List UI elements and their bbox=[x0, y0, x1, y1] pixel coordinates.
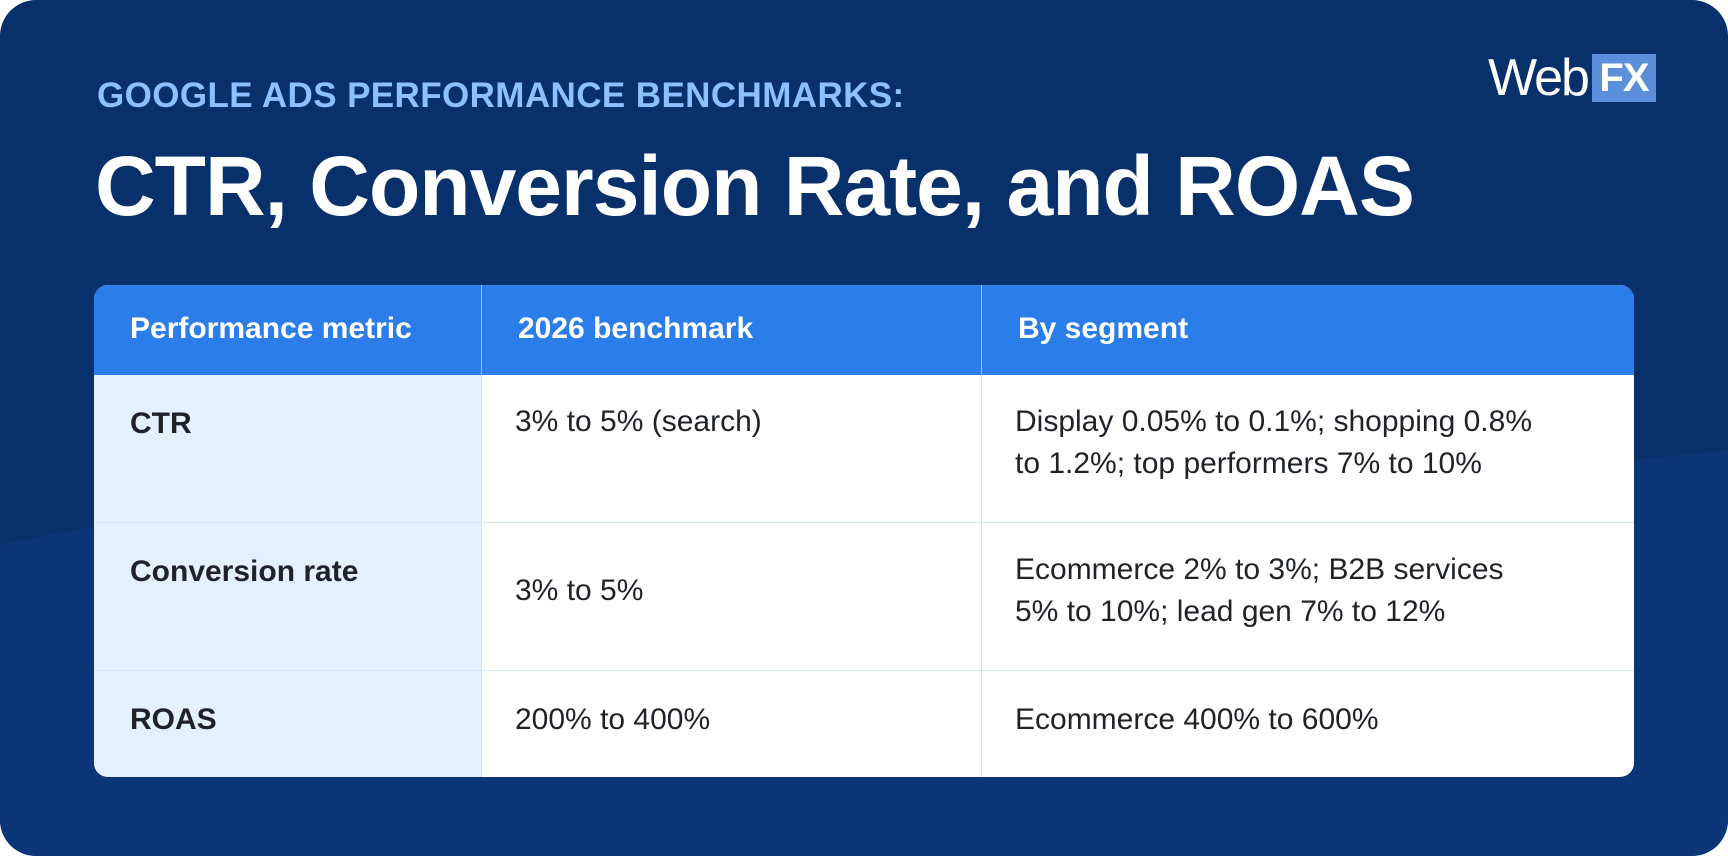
table-row: CTR 3% to 5% (search) Display 0.05% to 0… bbox=[94, 375, 1634, 523]
metric-cell: CTR bbox=[94, 375, 481, 522]
segment-cell: Ecommerce 2% to 3%; B2B services 5% to 1… bbox=[981, 523, 1634, 670]
eyebrow-title: GOOGLE ADS PERFORMANCE BENCHMARKS: bbox=[97, 76, 905, 115]
segment-line-2: 5% to 10%; lead gen 7% to 12% bbox=[1015, 595, 1446, 628]
header-label-metric: Performance metric bbox=[130, 312, 412, 345]
logo-fx-box: FX bbox=[1591, 54, 1656, 102]
header-cell-benchmark: 2026 benchmark bbox=[481, 285, 981, 375]
header-cell-metric: Performance metric bbox=[94, 285, 481, 375]
benchmark-cell: 200% to 400% bbox=[481, 671, 981, 777]
benchmark-value: 3% to 5% bbox=[515, 574, 644, 607]
metric-label: Conversion rate bbox=[130, 555, 359, 588]
header-label-segment: By segment bbox=[1018, 312, 1189, 345]
segment-line-1: Ecommerce 2% to 3%; B2B services bbox=[1015, 553, 1504, 586]
benchmark-value: 3% to 5% (search) bbox=[515, 405, 762, 438]
segment-cell: Display 0.05% to 0.1%; shopping 0.8% to … bbox=[981, 375, 1634, 522]
table-row: Conversion rate 3% to 5% Ecommerce 2% to… bbox=[94, 523, 1634, 671]
header-cell-segment: By segment bbox=[981, 285, 1634, 375]
metric-label: CTR bbox=[130, 407, 192, 440]
table-header-row: Performance metric 2026 benchmark By seg… bbox=[94, 285, 1634, 375]
metric-cell: ROAS bbox=[94, 671, 481, 777]
segment-cell: Ecommerce 400% to 600% bbox=[981, 671, 1634, 777]
benchmark-value: 200% to 400% bbox=[515, 703, 711, 736]
segment-line-1: Ecommerce 400% to 600% bbox=[1015, 703, 1379, 736]
segment-line-1: Display 0.05% to 0.1%; shopping 0.8% bbox=[1015, 405, 1532, 438]
benchmark-table: Performance metric 2026 benchmark By seg… bbox=[94, 285, 1634, 777]
segment-value: Display 0.05% to 0.1%; shopping 0.8% to … bbox=[1015, 401, 1532, 485]
segment-value: Ecommerce 400% to 600% bbox=[1015, 699, 1379, 741]
header-label-benchmark: 2026 benchmark bbox=[518, 312, 754, 345]
benchmark-cell: 3% to 5% (search) bbox=[481, 375, 981, 522]
segment-line-2: to 1.2%; top performers 7% to 10% bbox=[1015, 447, 1482, 480]
segment-value: Ecommerce 2% to 3%; B2B services 5% to 1… bbox=[1015, 549, 1504, 633]
logo-web-text: Web bbox=[1488, 49, 1590, 107]
metric-label: ROAS bbox=[130, 703, 217, 736]
webfx-logo: Web FX bbox=[1488, 52, 1656, 104]
page-title: CTR, Conversion Rate, and ROAS bbox=[95, 139, 1415, 233]
table-row: ROAS 200% to 400% Ecommerce 400% to 600% bbox=[94, 671, 1634, 777]
metric-cell: Conversion rate bbox=[94, 523, 481, 670]
benchmark-cell: 3% to 5% bbox=[481, 523, 981, 670]
